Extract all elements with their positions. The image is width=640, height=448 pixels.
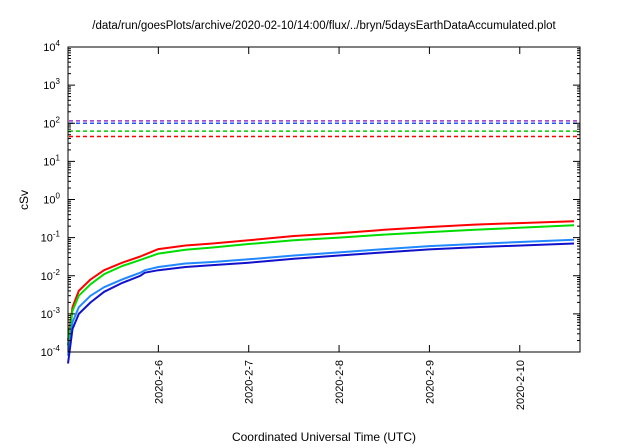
x-tick-label: 2020-2-6 (153, 360, 165, 404)
y-tick-label: 10-1 (41, 230, 61, 245)
x-tick-labels: 2020-2-6 2020-2-7 2020-2-8 2020-2-9 2020-2-1… (153, 360, 526, 410)
y-tick-label: 10-3 (41, 306, 61, 321)
x-tick-label: 2020-2-8 (334, 360, 346, 404)
y-tick-label: 10-2 (41, 268, 61, 283)
series-line (67, 224, 575, 346)
series-line (67, 220, 575, 341)
threshold-lines (69, 120, 579, 138)
y-tick-label: 104 (43, 39, 60, 54)
chart-title: /data/run/goesPlots/archive/2020-02-10/1… (92, 20, 556, 32)
plot-frame (67, 46, 581, 353)
x-tick-label: 2020-2-9 (424, 360, 436, 404)
y-tick-label: 100 (43, 192, 60, 207)
series-lines (67, 220, 575, 364)
y-tick-labels: 10-4 10-3 10-2 10-1 100 101 102 103 104 (41, 39, 61, 359)
x-tick-label: 2020-2-10 (515, 360, 527, 410)
y-tick-label: 101 (43, 153, 60, 168)
series-line (67, 242, 575, 364)
x-axis-label: Coordinated Universal Time (UTC) (232, 430, 416, 444)
x-tick-label: 2020-2-7 (244, 360, 256, 404)
y-tick-label: 103 (43, 77, 60, 92)
series-line (67, 238, 575, 356)
y-axis-label: cSv (17, 190, 31, 210)
y-tick-label: 102 (43, 115, 60, 130)
y-tick-label: 10-4 (41, 344, 61, 359)
